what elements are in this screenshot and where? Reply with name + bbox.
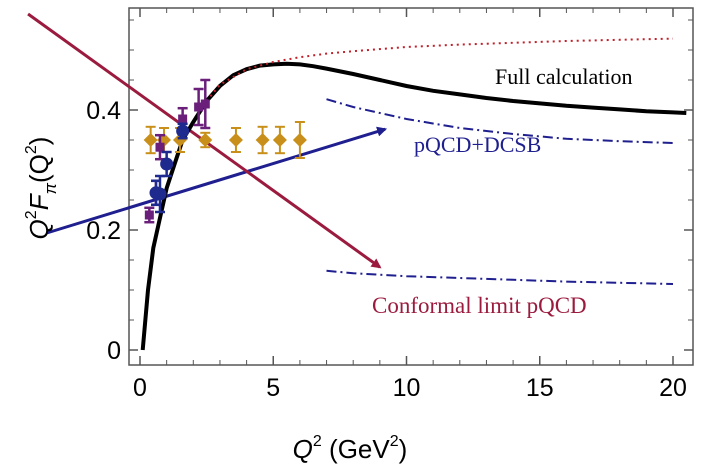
gold-diamond-marker (255, 133, 270, 147)
blue-circle-marker (176, 124, 190, 138)
series-dotted-line (205, 37, 674, 102)
y-axis-label: Q2Fπ(Q2) (23, 137, 60, 240)
pqcd-arrow (46, 126, 388, 235)
y-tick-label: 0.4 (86, 97, 121, 125)
purple-square-marker (194, 102, 204, 112)
x-axis-label: Q2 (GeV2) (293, 433, 408, 464)
purple-square-marker (178, 114, 188, 124)
y-tick-label: 0 (107, 337, 121, 365)
annotation-conformal-limit: Conformal limit pQCD (372, 293, 587, 318)
gold-data-point (143, 125, 158, 155)
x-tick-label: 10 (393, 374, 421, 402)
purple-square-marker (155, 142, 165, 152)
x-tick-label: 20 (659, 374, 687, 402)
gold-data-point (255, 125, 270, 155)
gold-diamond-marker (228, 133, 243, 147)
blue-circle-marker (153, 187, 167, 201)
gold-data-point (198, 131, 213, 149)
x-tick-label: 15 (526, 374, 554, 402)
y-tick-label: 0.2 (86, 217, 121, 245)
annotation-pqcd-dcsb: pQCD+DCSB (414, 132, 541, 157)
annotation-full-calculation: Full calculation (495, 64, 632, 89)
x-tick-label: 5 (266, 374, 280, 402)
gold-diamond-marker (143, 133, 158, 147)
gold-data-point (228, 127, 243, 153)
gold-diamond-marker (272, 133, 287, 147)
gold-diamond-marker (198, 133, 213, 147)
purple-square-marker (144, 210, 154, 220)
series-conformal-line (326, 269, 674, 285)
series-pqcd-line (326, 98, 674, 144)
gold-diamond-marker (292, 133, 307, 147)
purple-data-point (193, 87, 204, 127)
blue-data-point (153, 174, 167, 214)
blue-data-point (176, 122, 190, 140)
plot-frame (128, 7, 694, 366)
purple-square-marker (200, 99, 210, 109)
gold-data-point (272, 125, 287, 155)
purple-data-point (200, 78, 211, 130)
series-full-line (140, 61, 687, 351)
gold-data-point (292, 121, 307, 159)
blue-data-point (160, 150, 174, 178)
blue-circle-marker (160, 157, 174, 171)
purple-data-point (144, 206, 155, 224)
x-tick-label: 0 (133, 374, 147, 402)
